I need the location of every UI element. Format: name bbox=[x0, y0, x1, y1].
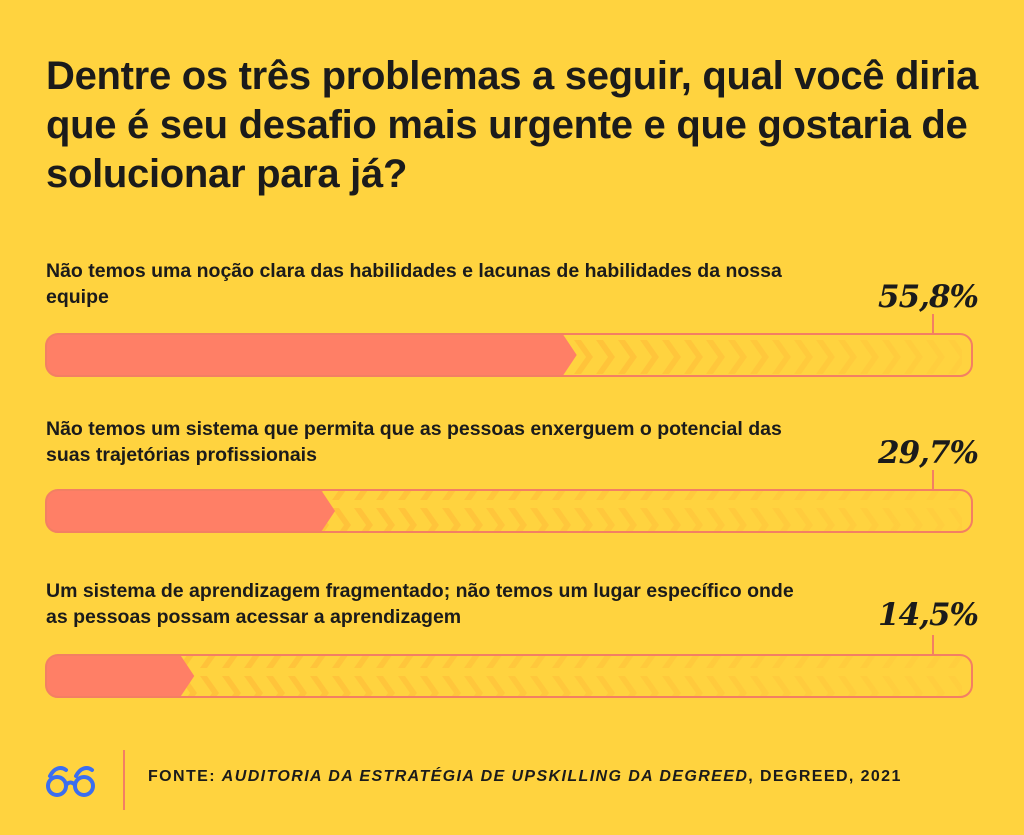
value-label: 29,7% bbox=[878, 435, 979, 471]
source-title: AUDITORIA DA ESTRATÉGIA DE UPSKILLING DA… bbox=[221, 768, 749, 785]
source-text: FONTE: AUDITORIA DA ESTRATÉGIA DE UPSKIL… bbox=[148, 768, 902, 786]
bar bbox=[46, 334, 577, 376]
chart-title: Dentre os três problemas a seguir, qual … bbox=[46, 54, 979, 196]
bar-remainder-fade bbox=[556, 335, 966, 375]
degreed-glasses-icon bbox=[46, 766, 95, 797]
bar bbox=[46, 490, 336, 532]
source-suffix: , DEGREED, 2021 bbox=[748, 768, 902, 785]
source-prefix: FONTE: bbox=[148, 768, 222, 785]
bar-track bbox=[45, 654, 973, 698]
bar bbox=[46, 655, 195, 697]
category-label: Um sistema de aprendizagem fragmentado; … bbox=[46, 580, 794, 628]
footer-divider bbox=[123, 750, 125, 810]
value-label: 55,8% bbox=[878, 279, 979, 315]
category-label: Não temos um sistema que permita que as … bbox=[46, 418, 782, 466]
category-label: Não temos uma noção clara das habilidade… bbox=[46, 260, 782, 308]
bar-remainder-fade bbox=[174, 656, 966, 696]
bar-track bbox=[45, 333, 973, 377]
value-label: 14,5% bbox=[878, 597, 979, 633]
bar-remainder-fade bbox=[315, 491, 967, 531]
bar-track bbox=[45, 489, 973, 533]
